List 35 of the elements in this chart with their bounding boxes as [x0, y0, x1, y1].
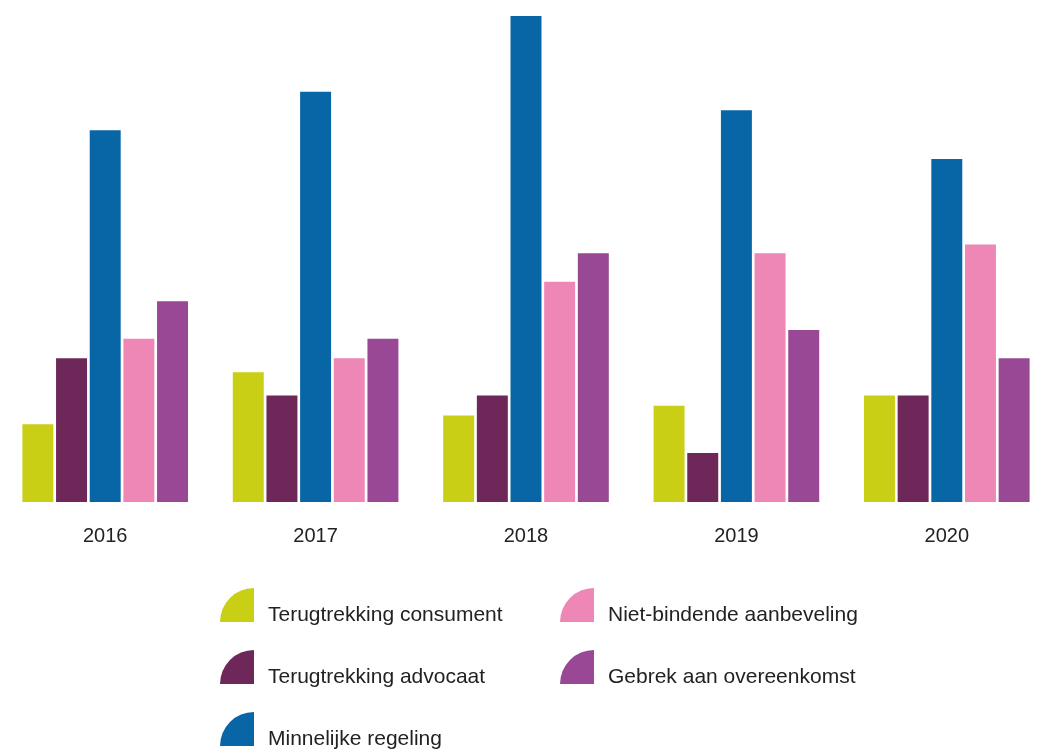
bar — [998, 358, 1030, 502]
x-tick-label: 2016 — [82, 523, 128, 546]
legend-label: Terugtrekking consument — [268, 601, 503, 626]
bar — [300, 91, 332, 502]
x-tick-label: 2017 — [293, 523, 338, 546]
bar — [964, 244, 996, 502]
bar — [510, 16, 542, 502]
bar — [56, 358, 88, 502]
legend-label: Niet-bindende aanbeveling — [608, 601, 858, 626]
x-tick-label: 2019 — [714, 523, 759, 546]
bar — [443, 415, 475, 502]
bar — [577, 253, 609, 502]
bar — [931, 158, 963, 502]
bar — [367, 338, 399, 502]
bar — [476, 395, 508, 502]
bar — [333, 358, 365, 502]
legend-label: Gebrek aan overeenkomst — [608, 663, 856, 688]
x-tick-label: 2020 — [924, 523, 970, 546]
bar — [157, 301, 189, 502]
bar — [788, 329, 820, 502]
bar — [754, 253, 786, 502]
bar — [653, 405, 685, 502]
bar — [232, 372, 264, 502]
bar — [123, 338, 155, 502]
bar — [687, 452, 719, 502]
bar — [22, 424, 54, 502]
bar — [720, 110, 752, 502]
bar — [863, 395, 895, 502]
bar — [89, 130, 121, 502]
bar — [897, 395, 929, 502]
legend-label: Minnelijke regeling — [268, 725, 442, 750]
legend-label: Terugtrekking advocaat — [268, 663, 486, 688]
x-tick-label: 2018 — [503, 523, 549, 546]
bar — [266, 395, 298, 502]
bar — [544, 281, 576, 502]
